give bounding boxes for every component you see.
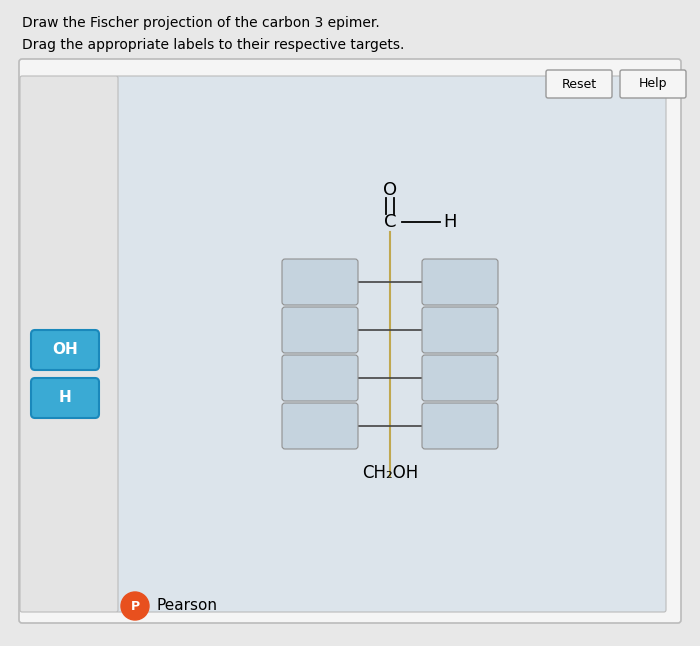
FancyBboxPatch shape	[422, 307, 498, 353]
FancyBboxPatch shape	[282, 355, 358, 401]
FancyBboxPatch shape	[116, 76, 666, 612]
Text: Pearson: Pearson	[157, 598, 218, 614]
FancyBboxPatch shape	[31, 378, 99, 418]
Text: OH: OH	[52, 342, 78, 357]
FancyBboxPatch shape	[31, 330, 99, 370]
FancyBboxPatch shape	[422, 403, 498, 449]
FancyBboxPatch shape	[282, 259, 358, 305]
FancyBboxPatch shape	[620, 70, 686, 98]
Text: CH₂OH: CH₂OH	[362, 464, 418, 482]
FancyBboxPatch shape	[19, 59, 681, 623]
Text: Draw the Fischer projection of the carbon 3 epimer.: Draw the Fischer projection of the carbo…	[22, 16, 379, 30]
Text: Drag the appropriate labels to their respective targets.: Drag the appropriate labels to their res…	[22, 38, 405, 52]
Text: H: H	[59, 390, 71, 406]
FancyBboxPatch shape	[546, 70, 612, 98]
Text: H: H	[443, 213, 456, 231]
FancyBboxPatch shape	[282, 307, 358, 353]
Text: P: P	[130, 599, 139, 612]
Text: O: O	[383, 181, 397, 199]
FancyBboxPatch shape	[422, 355, 498, 401]
Text: C: C	[384, 213, 396, 231]
FancyBboxPatch shape	[422, 259, 498, 305]
FancyBboxPatch shape	[20, 76, 118, 612]
FancyBboxPatch shape	[282, 403, 358, 449]
Text: Reset: Reset	[561, 78, 596, 90]
Circle shape	[121, 592, 149, 620]
Text: Help: Help	[638, 78, 667, 90]
